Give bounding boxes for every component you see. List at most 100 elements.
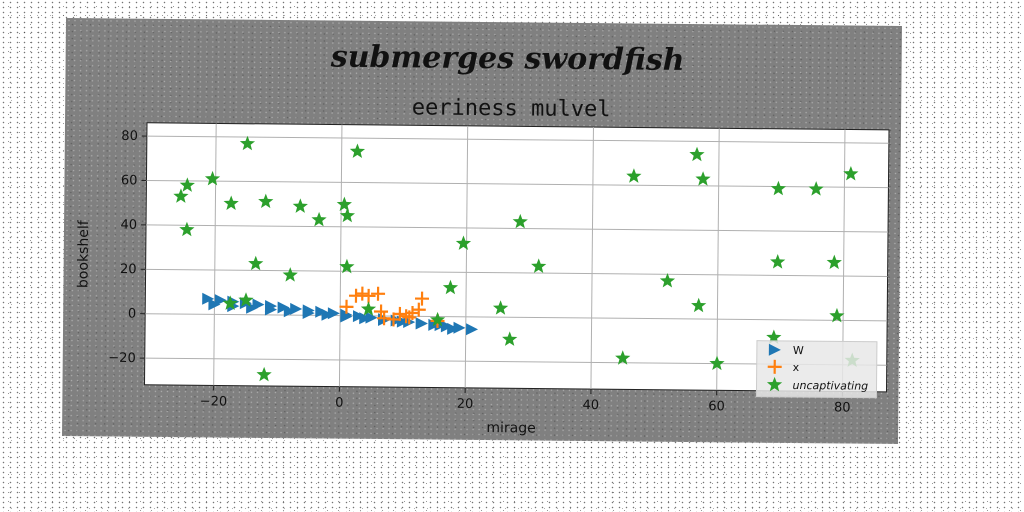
legend-label-uncaptivating: uncaptivating [792,379,868,393]
legend: W x uncaptivating [755,340,878,399]
data-point [502,331,518,346]
y-grid-line [145,268,888,277]
data-point [204,170,221,186]
data-point [292,198,308,213]
data-point [339,258,355,274]
y-tick-label: 60 [121,173,138,188]
chart-suptitle: submerges swordfish [330,40,685,78]
data-point [283,305,296,318]
data-point [352,310,365,323]
x-tick-label: 0 [335,396,343,411]
data-point [405,305,420,320]
data-point [829,307,845,323]
data-point [512,213,528,229]
y-grid-line [145,313,888,322]
x-axis-label: mirage [486,420,536,436]
data-point [339,299,354,314]
data-point [327,307,340,320]
legend-label-x: x [793,361,800,374]
data-point [415,317,428,330]
data-point [843,165,859,181]
data-point [302,307,315,320]
data-point [808,181,824,196]
data-point [336,196,352,212]
x-tick-label: −20 [200,394,228,409]
data-point [691,297,707,313]
data-point [766,329,782,345]
data-point [282,267,298,282]
data-point [349,143,366,158]
data-point [371,286,386,301]
data-point [359,312,372,325]
legend-marker-uncaptivating [766,376,783,392]
data-point [770,180,787,196]
y-grid-line [146,224,889,233]
data-point [258,193,274,209]
data-point [615,350,631,365]
data-series [173,135,860,382]
plot-area [144,122,890,393]
data-point [277,301,290,314]
data-point [411,302,426,317]
data-point [238,292,254,307]
scatter-chart: submerges swordfish eeriness mulvel −20 0… [75,40,890,437]
data-point [531,258,547,273]
data-point [222,295,238,310]
legend-marker-w [768,343,781,356]
data-point [311,211,327,227]
data-point [223,195,239,211]
data-point [173,188,189,203]
legend-label-w: W [793,344,804,357]
data-point [179,221,195,237]
x-grid-line [338,124,343,387]
y-tick-label: 20 [120,262,137,277]
data-point [415,291,430,306]
axis-ticks: −20 0 20 40 60 80 −20 0 20 40 60 80 [108,129,850,416]
data-point [248,255,264,271]
legend-box [755,340,878,399]
y-grid-line [146,135,889,144]
data-point [360,301,377,316]
data-point [455,235,472,251]
x-grid-line [716,128,720,391]
y-tick-label: 80 [121,129,138,144]
data-point [626,168,642,183]
data-point [339,207,355,223]
data-point [689,146,705,162]
data-point [709,355,725,371]
y-tick-label: 40 [120,218,137,233]
y-grid-line [146,180,889,189]
data-point [377,311,392,326]
data-point [399,309,414,324]
data-point [826,254,842,270]
data-point [208,298,221,311]
legend-markers [766,343,783,392]
x-tick-label: 40 [582,398,599,413]
data-point [264,303,277,316]
data-point [770,254,786,269]
data-point [659,272,676,288]
data-point [179,177,195,192]
data-point [374,304,389,319]
x-grid-line [213,123,217,386]
y-tick-label: 0 [128,307,136,322]
y-tick-label: −20 [108,351,136,366]
data-point [239,135,256,151]
data-point [465,323,479,336]
data-point [340,310,353,323]
data-point [453,321,466,334]
data-point [321,308,334,321]
data-point [315,305,328,318]
data-point [256,366,272,382]
chart-title: eeriness mulvel [412,95,611,122]
data-point [355,286,370,301]
x-grid-line [590,127,594,390]
series-uncaptivating [173,135,860,382]
data-point [492,300,509,315]
x-tick-label: 60 [708,399,725,414]
data-point [349,288,364,303]
data-point [442,279,459,295]
figure: submerges swordfish eeriness mulvel −20 0… [62,17,902,445]
data-point [365,311,378,324]
legend-marker-x [767,359,782,374]
